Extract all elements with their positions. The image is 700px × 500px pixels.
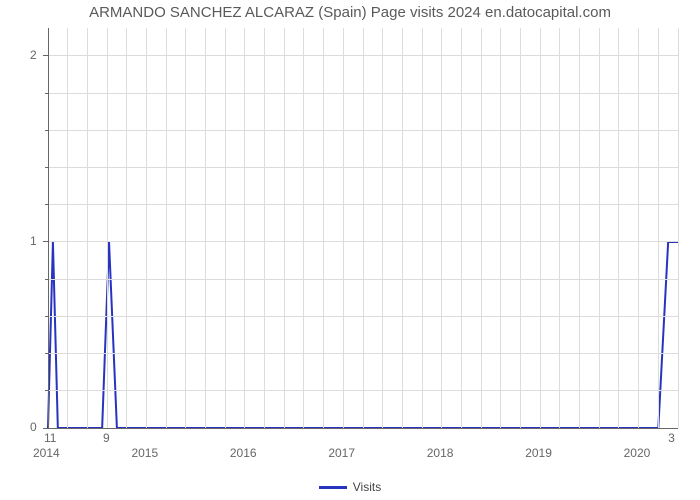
grid-h-minor — [48, 93, 678, 94]
grid-v-minor — [363, 28, 364, 428]
x-axis — [48, 428, 678, 429]
grid-v — [343, 28, 344, 428]
grid-v-minor — [481, 28, 482, 428]
grid-v — [146, 28, 147, 428]
grid-v-minor — [303, 28, 304, 428]
y-tick-label: 0 — [30, 420, 37, 434]
y-tick-label: 2 — [30, 48, 37, 62]
below-axis-label: 3 — [668, 431, 675, 445]
grid-v-minor — [579, 28, 580, 428]
grid-h-minor — [48, 204, 678, 205]
grid-v-minor — [67, 28, 68, 428]
grid-h — [48, 55, 678, 56]
grid-h-minor — [48, 279, 678, 280]
y-axis — [48, 28, 49, 428]
grid-v-minor — [107, 28, 108, 428]
grid-v-minor — [87, 28, 88, 428]
grid-h — [48, 241, 678, 242]
grid-v — [638, 28, 639, 428]
grid-v-minor — [599, 28, 600, 428]
grid-h-minor — [48, 130, 678, 131]
grid-v-minor — [323, 28, 324, 428]
chart-container: ARMANDO SANCHEZ ALCARAZ (Spain) Page vis… — [0, 0, 700, 500]
x-tick-label: 2016 — [230, 446, 257, 460]
grid-v-minor — [382, 28, 383, 428]
x-tick-label: 2015 — [131, 446, 158, 460]
grid-v-minor — [225, 28, 226, 428]
chart-title: ARMANDO SANCHEZ ALCARAZ (Spain) Page vis… — [0, 4, 700, 21]
y-tick-label: 1 — [30, 234, 37, 248]
grid-v-minor — [500, 28, 501, 428]
grid-v — [244, 28, 245, 428]
grid-v-minor — [205, 28, 206, 428]
grid-v-minor — [618, 28, 619, 428]
grid-v-minor — [166, 28, 167, 428]
grid-h-minor — [48, 390, 678, 391]
x-tick-label: 2019 — [525, 446, 552, 460]
below-axis-label: 11 — [44, 431, 56, 445]
below-axis-label: 9 — [103, 431, 110, 445]
x-tick-label: 2014 — [33, 446, 60, 460]
legend-swatch — [319, 486, 347, 489]
grid-h-minor — [48, 167, 678, 168]
grid-v-minor — [402, 28, 403, 428]
grid-h-minor — [48, 353, 678, 354]
x-tick-label: 2018 — [427, 446, 454, 460]
grid-v-minor — [264, 28, 265, 428]
x-tick-label: 2020 — [624, 446, 651, 460]
grid-h-minor — [48, 316, 678, 317]
grid-v-minor — [185, 28, 186, 428]
grid-v — [441, 28, 442, 428]
grid-v-minor — [658, 28, 659, 428]
grid-v-minor — [126, 28, 127, 428]
x-tick-label: 2017 — [328, 446, 355, 460]
grid-v-minor — [520, 28, 521, 428]
grid-v-minor — [284, 28, 285, 428]
grid-v-minor — [678, 28, 679, 428]
plot-area — [48, 28, 678, 428]
grid-v-minor — [422, 28, 423, 428]
legend: Visits — [0, 480, 700, 494]
grid-v-minor — [559, 28, 560, 428]
grid-v-minor — [461, 28, 462, 428]
legend-label: Visits — [353, 480, 381, 494]
grid-v — [540, 28, 541, 428]
